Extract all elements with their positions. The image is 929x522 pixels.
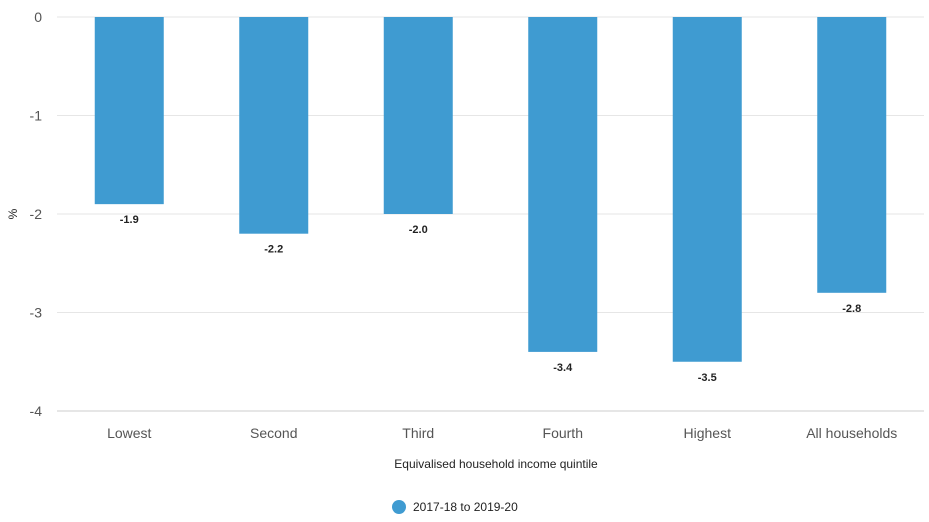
data-label: -2.0 bbox=[409, 224, 428, 236]
legend: 2017-18 to 2019-20 bbox=[392, 500, 518, 514]
data-label: -2.8 bbox=[842, 303, 861, 315]
bar bbox=[528, 17, 598, 352]
y-axis-title: % bbox=[6, 208, 20, 219]
x-category-label: All households bbox=[806, 425, 897, 441]
bar bbox=[94, 17, 164, 205]
data-label: -1.9 bbox=[120, 214, 139, 226]
data-label: -2.2 bbox=[264, 244, 283, 256]
y-tick-label: -2 bbox=[30, 206, 43, 222]
bar bbox=[817, 17, 887, 293]
y-tick-label: 0 bbox=[34, 9, 42, 25]
bars bbox=[94, 17, 887, 362]
y-tick-label: -3 bbox=[30, 305, 43, 321]
bar bbox=[672, 17, 742, 362]
y-axis-ticks: 0 -1 -2 -3 -4 bbox=[30, 9, 43, 419]
x-category-label: Second bbox=[250, 425, 297, 441]
data-labels: -1.9 -2.2 -2.0 -3.4 -3.5 -2.8 bbox=[120, 214, 861, 384]
bar bbox=[239, 17, 309, 234]
gridlines bbox=[57, 16, 924, 412]
x-axis-categories: Lowest Second Third Fourth Highest All househ… bbox=[107, 425, 897, 441]
legend-label: 2017-18 to 2019-20 bbox=[413, 500, 518, 514]
x-category-label: Third bbox=[402, 425, 434, 441]
legend-swatch bbox=[392, 500, 406, 514]
x-category-label: Fourth bbox=[543, 425, 583, 441]
bar bbox=[383, 17, 453, 214]
data-label: -3.5 bbox=[698, 372, 717, 384]
x-category-label: Lowest bbox=[107, 425, 151, 441]
data-label: -3.4 bbox=[553, 362, 573, 374]
x-category-label: Highest bbox=[684, 425, 732, 441]
y-tick-label: -1 bbox=[30, 108, 43, 124]
x-axis-title: Equivalised household income quintile bbox=[394, 457, 598, 471]
y-tick-label: -4 bbox=[30, 403, 43, 419]
